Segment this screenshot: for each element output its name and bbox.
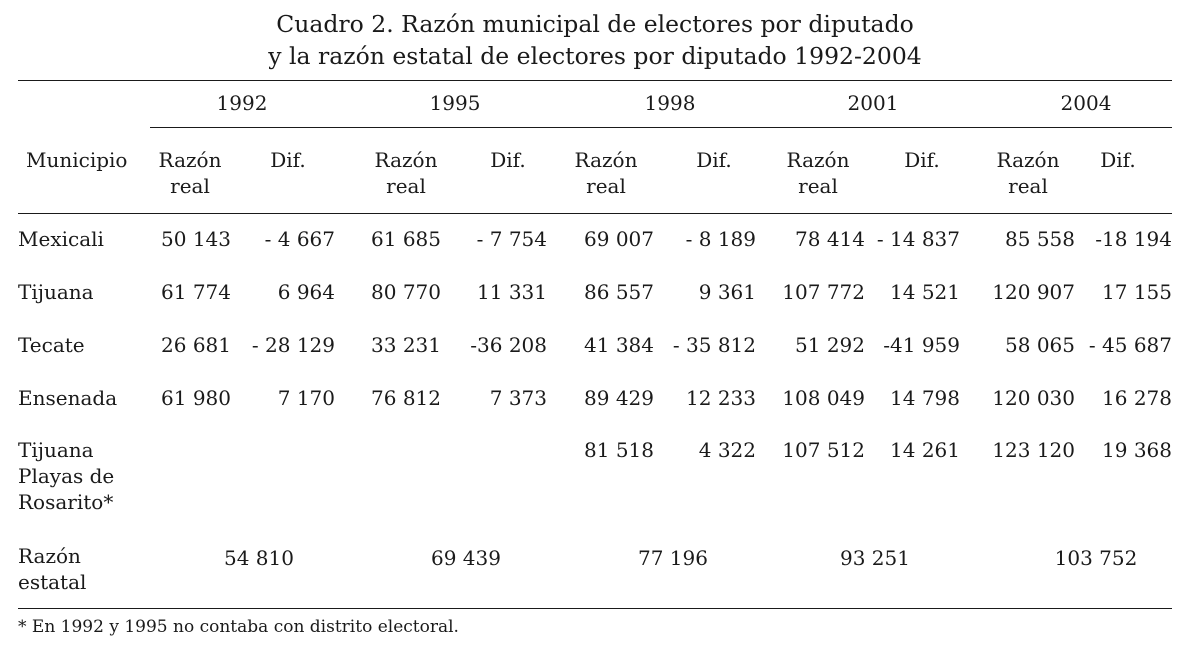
estatal-value: 54 810 (224, 546, 294, 570)
year-header: 1992 (216, 91, 268, 115)
dif-cell: - 28 129 (251, 333, 335, 357)
header-rule (18, 213, 1172, 214)
dif-cell: - 8 189 (685, 227, 756, 251)
razon-real-cell: 123 120 (992, 438, 1075, 462)
dif-cell: - 35 812 (672, 333, 756, 357)
dif-cell: 7 373 (489, 386, 547, 410)
year-header: 2001 (847, 91, 899, 115)
dif-cell: 7 170 (277, 386, 335, 410)
dif-header: Dif. (1100, 148, 1136, 172)
dif-cell: 14 521 (890, 280, 960, 304)
estatal-value: 69 439 (431, 546, 501, 570)
razon-real-cell: 86 557 (584, 280, 654, 304)
dif-cell: 4 322 (698, 438, 756, 462)
footnote: * En 1992 y 1995 no contaba con distrito… (18, 617, 459, 637)
dif-cell: - 4 667 (264, 227, 335, 251)
row-label: Mexicali (18, 227, 104, 251)
razon-real-header: real (1008, 174, 1048, 198)
row-label: Ensenada (18, 386, 118, 410)
razon-real-cell: 61 980 (161, 386, 231, 410)
dif-cell: 16 278 (1102, 386, 1172, 410)
razon-real-cell: 107 772 (782, 280, 865, 304)
razon-real-cell: 78 414 (795, 227, 865, 251)
razon-real-cell: 69 007 (584, 227, 654, 251)
dif-cell: 14 798 (890, 386, 960, 410)
dif-cell: 6 964 (277, 280, 335, 304)
row-label: Rosarito* (18, 490, 114, 514)
top-rule (18, 80, 1172, 81)
razon-real-header: real (170, 174, 210, 198)
razon-real-cell: 107 512 (782, 438, 865, 462)
dif-cell: 11 331 (477, 280, 547, 304)
razon-real-cell: 80 770 (371, 280, 441, 304)
dif-cell: 17 155 (1102, 280, 1172, 304)
dif-cell: - 14 837 (876, 227, 960, 251)
razon-real-cell: 76 812 (371, 386, 441, 410)
dif-cell: 19 368 (1102, 438, 1172, 462)
dif-header: Dif. (904, 148, 940, 172)
dif-header: Dif. (696, 148, 732, 172)
razon-real-header: Razón (574, 148, 638, 172)
razon-real-header: Razón (158, 148, 222, 172)
table-title-line-2: y la razón estatal de electores por dipu… (268, 42, 922, 70)
razon-real-cell: 41 384 (584, 333, 654, 357)
razon-real-cell: 51 292 (795, 333, 865, 357)
dif-cell: 12 233 (686, 386, 756, 410)
dif-cell: - 45 687 (1088, 333, 1172, 357)
dif-header: Dif. (490, 148, 526, 172)
razon-real-cell: 108 049 (782, 386, 865, 410)
year-header: 2004 (1060, 91, 1112, 115)
dif-header: Dif. (270, 148, 306, 172)
estatal-value: 93 251 (840, 546, 910, 570)
razon-real-cell: 89 429 (584, 386, 654, 410)
razon-real-header: real (798, 174, 838, 198)
dif-cell: 9 361 (698, 280, 756, 304)
dif-cell: -18 194 (1095, 227, 1172, 251)
year-header: 1998 (644, 91, 696, 115)
estatal-label: estatal (18, 570, 87, 594)
row-label: Tijuana (18, 280, 94, 304)
razon-real-cell: 50 143 (161, 227, 231, 251)
dif-cell: -36 208 (470, 333, 547, 357)
razon-real-cell: 120 030 (992, 386, 1075, 410)
estatal-value: 77 196 (638, 546, 708, 570)
dif-cell: -41 959 (883, 333, 960, 357)
razon-real-cell: 26 681 (161, 333, 231, 357)
municipio-header: Municipio (26, 148, 128, 172)
year-rule (150, 127, 1172, 128)
razon-real-cell: 61 774 (161, 280, 231, 304)
razon-real-cell: 33 231 (371, 333, 441, 357)
table-title-line-1: Cuadro 2. Razón municipal de electores p… (276, 10, 914, 38)
razon-real-cell: 81 518 (584, 438, 654, 462)
razon-real-header: Razón (786, 148, 850, 172)
razon-real-header: Razón (996, 148, 1060, 172)
estatal-value: 103 752 (1054, 546, 1138, 570)
razon-real-header: real (386, 174, 426, 198)
bottom-rule (18, 608, 1172, 609)
razon-real-cell: 120 907 (992, 280, 1075, 304)
estatal-label: Razón (18, 544, 81, 568)
year-header: 1995 (429, 91, 481, 115)
razon-real-cell: 61 685 (371, 227, 441, 251)
dif-cell: - 7 754 (476, 227, 547, 251)
razon-real-cell: 58 065 (1005, 333, 1075, 357)
row-label: Tecate (18, 333, 85, 357)
row-label: Playas de (18, 464, 115, 488)
razon-real-header: Razón (374, 148, 438, 172)
dif-cell: 14 261 (890, 438, 960, 462)
row-label: Tijuana (18, 438, 94, 462)
razon-real-cell: 85 558 (1005, 227, 1075, 251)
razon-real-header: real (586, 174, 626, 198)
